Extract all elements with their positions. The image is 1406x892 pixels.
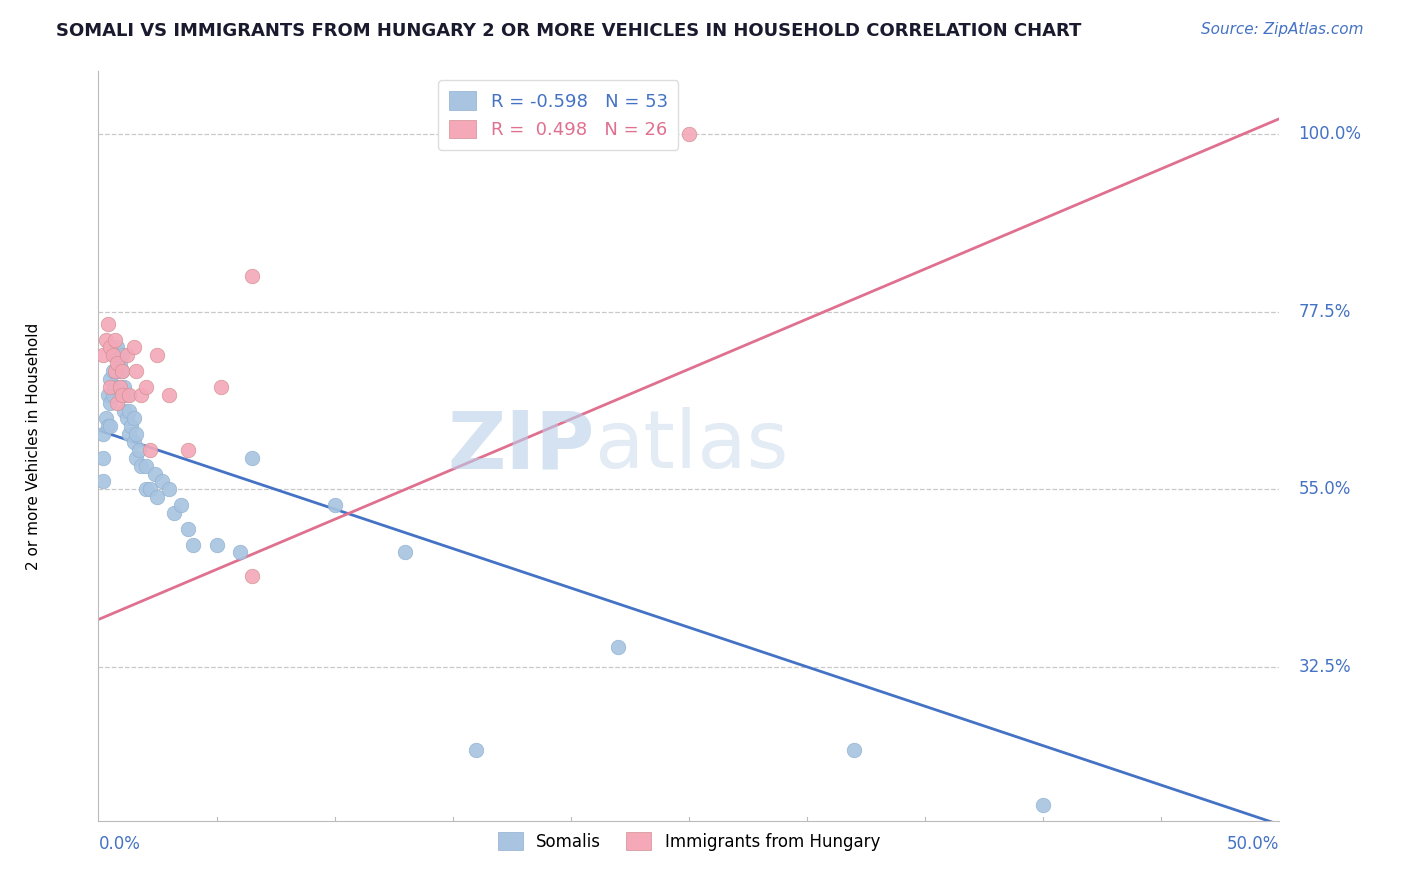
Point — [209, 380, 232, 394]
Point — [1032, 797, 1054, 812]
Point — [91, 427, 114, 442]
Point — [91, 348, 114, 362]
Point — [465, 742, 488, 756]
Point — [104, 348, 127, 362]
Point — [240, 269, 263, 284]
Point — [105, 395, 128, 409]
Point — [157, 483, 180, 497]
Point — [128, 442, 150, 457]
Point — [240, 450, 263, 465]
Point — [118, 388, 141, 402]
Text: ZIP: ZIP — [447, 407, 595, 485]
Point — [129, 458, 152, 473]
Point — [98, 380, 121, 394]
Point — [108, 356, 131, 370]
Point — [98, 340, 121, 354]
Point — [118, 403, 141, 417]
Point — [607, 640, 630, 654]
Point — [139, 442, 162, 457]
Point — [177, 442, 200, 457]
Point — [104, 333, 127, 347]
Point — [181, 538, 204, 552]
Text: 100.0%: 100.0% — [1298, 126, 1361, 144]
Point — [170, 498, 193, 512]
Point — [157, 388, 180, 402]
Point — [112, 403, 135, 417]
Point — [163, 506, 186, 520]
Point — [122, 340, 145, 354]
Point — [108, 380, 131, 394]
Point — [111, 348, 134, 362]
Point — [111, 388, 134, 402]
Point — [143, 467, 166, 481]
Text: 50.0%: 50.0% — [1227, 835, 1279, 853]
Point — [150, 475, 173, 489]
Point — [229, 545, 252, 559]
Point — [146, 348, 169, 362]
Point — [115, 388, 138, 402]
Point — [111, 364, 134, 378]
Point — [91, 450, 114, 465]
Point — [122, 435, 145, 450]
Point — [111, 388, 134, 402]
Point — [97, 388, 120, 402]
Point — [118, 427, 141, 442]
Point — [121, 419, 143, 434]
Point — [91, 475, 114, 489]
Point — [135, 380, 157, 394]
Text: atlas: atlas — [595, 407, 789, 485]
Point — [101, 364, 124, 378]
Point — [135, 458, 157, 473]
Point — [111, 364, 134, 378]
Point — [94, 333, 117, 347]
Point — [105, 356, 128, 370]
Point — [125, 427, 148, 442]
Point — [101, 388, 124, 402]
Point — [678, 128, 700, 142]
Point — [97, 317, 120, 331]
Text: 55.0%: 55.0% — [1298, 481, 1351, 499]
Point — [129, 388, 152, 402]
Point — [205, 538, 228, 552]
Point — [125, 450, 148, 465]
Point — [177, 522, 200, 536]
Point — [122, 411, 145, 425]
Point — [323, 498, 346, 512]
Text: 77.5%: 77.5% — [1298, 303, 1351, 321]
Point — [104, 380, 127, 394]
Point — [105, 364, 128, 378]
Text: 2 or more Vehicles in Household: 2 or more Vehicles in Household — [25, 322, 41, 570]
Point — [112, 380, 135, 394]
Text: 0.0%: 0.0% — [98, 835, 141, 853]
Text: SOMALI VS IMMIGRANTS FROM HUNGARY 2 OR MORE VEHICLES IN HOUSEHOLD CORRELATION CH: SOMALI VS IMMIGRANTS FROM HUNGARY 2 OR M… — [56, 22, 1081, 40]
Point — [394, 545, 416, 559]
Point — [108, 380, 131, 394]
Point — [240, 569, 263, 583]
Point — [98, 419, 121, 434]
Point — [115, 348, 138, 362]
Text: 32.5%: 32.5% — [1298, 657, 1351, 676]
Legend: Somalis, Immigrants from Hungary: Somalis, Immigrants from Hungary — [491, 826, 887, 857]
Text: Source: ZipAtlas.com: Source: ZipAtlas.com — [1201, 22, 1364, 37]
Point — [105, 340, 128, 354]
Point — [844, 742, 866, 756]
Point — [146, 490, 169, 504]
Point — [115, 411, 138, 425]
Point — [101, 348, 124, 362]
Point — [125, 364, 148, 378]
Point — [97, 419, 120, 434]
Point — [135, 483, 157, 497]
Point — [98, 395, 121, 409]
Point — [104, 364, 127, 378]
Point — [98, 372, 121, 386]
Point — [139, 483, 162, 497]
Point — [94, 411, 117, 425]
